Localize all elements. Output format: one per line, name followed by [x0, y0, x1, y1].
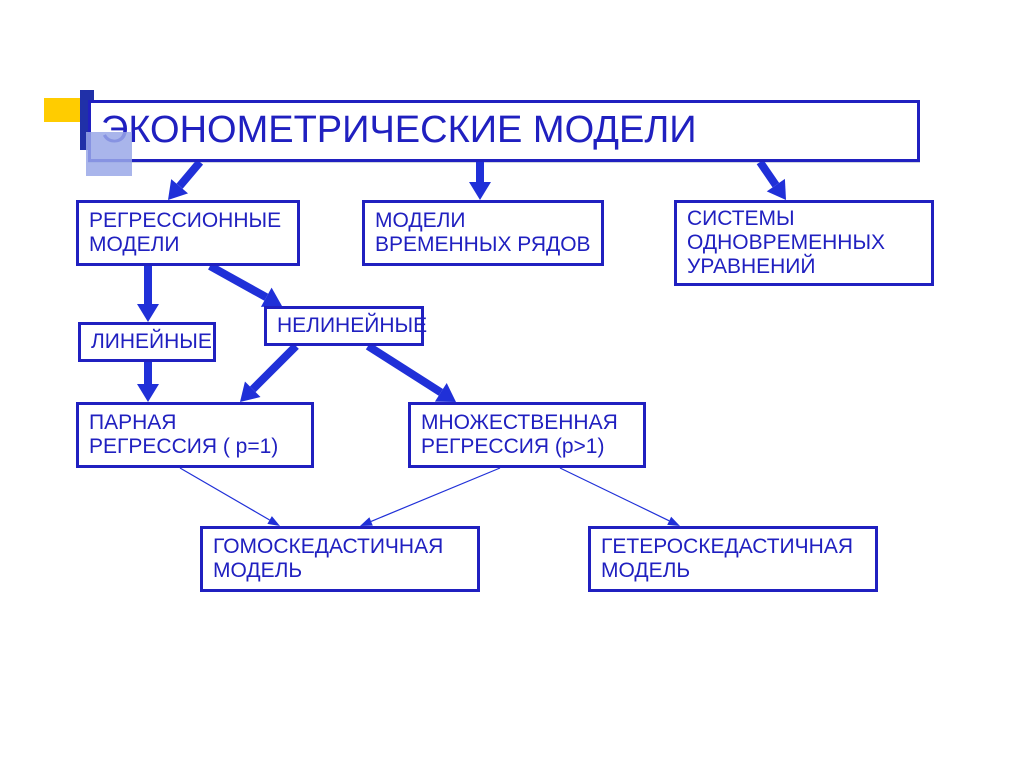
- node-simultaneous-equations: СИСТЕМЫ ОДНОВРЕМЕННЫХ УРАВНЕНИЙ: [674, 200, 934, 286]
- node-label: МНОЖЕСТВЕННАЯ РЕГРЕССИЯ (p>1): [421, 411, 633, 459]
- node-time-series-models: МОДЕЛИ ВРЕМЕННЫХ РЯДОВ: [362, 200, 604, 266]
- node-label: МОДЕЛИ ВРЕМЕННЫХ РЯДОВ: [375, 209, 591, 257]
- node-label: НЕЛИНЕЙНЫЕ: [277, 314, 427, 338]
- node-label: ГЕТЕРОСКЕДАСТИЧНАЯ МОДЕЛЬ: [601, 535, 865, 583]
- node-regression-models: РЕГРЕССИОННЫЕ МОДЕЛИ: [76, 200, 300, 266]
- node-label: ПАРНАЯ РЕГРЕССИЯ ( p=1): [89, 411, 301, 459]
- node-linear: ЛИНЕЙНЫЕ: [78, 322, 216, 362]
- node-label: РЕГРЕССИОННЫЕ МОДЕЛИ: [89, 209, 287, 257]
- node-homoskedastic: ГОМОСКЕДАСТИЧНАЯ МОДЕЛЬ: [200, 526, 480, 592]
- title-box: ЭКОНОМЕТРИЧЕСКИЕ МОДЕЛИ: [88, 100, 920, 162]
- title-deco-blue-light: [86, 132, 132, 176]
- node-label: ГОМОСКЕДАСТИЧНАЯ МОДЕЛЬ: [213, 535, 467, 583]
- node-label: СИСТЕМЫ ОДНОВРЕМЕННЫХ УРАВНЕНИЙ: [687, 207, 921, 279]
- node-label: ЛИНЕЙНЫЕ: [91, 330, 212, 354]
- node-nonlinear: НЕЛИНЕЙНЫЕ: [264, 306, 424, 346]
- title-text: ЭКОНОМЕТРИЧЕСКИЕ МОДЕЛИ: [101, 109, 697, 153]
- node-heteroskedastic: ГЕТЕРОСКЕДАСТИЧНАЯ МОДЕЛЬ: [588, 526, 878, 592]
- node-multiple-regression: МНОЖЕСТВЕННАЯ РЕГРЕССИЯ (p>1): [408, 402, 646, 468]
- node-paired-regression: ПАРНАЯ РЕГРЕССИЯ ( p=1): [76, 402, 314, 468]
